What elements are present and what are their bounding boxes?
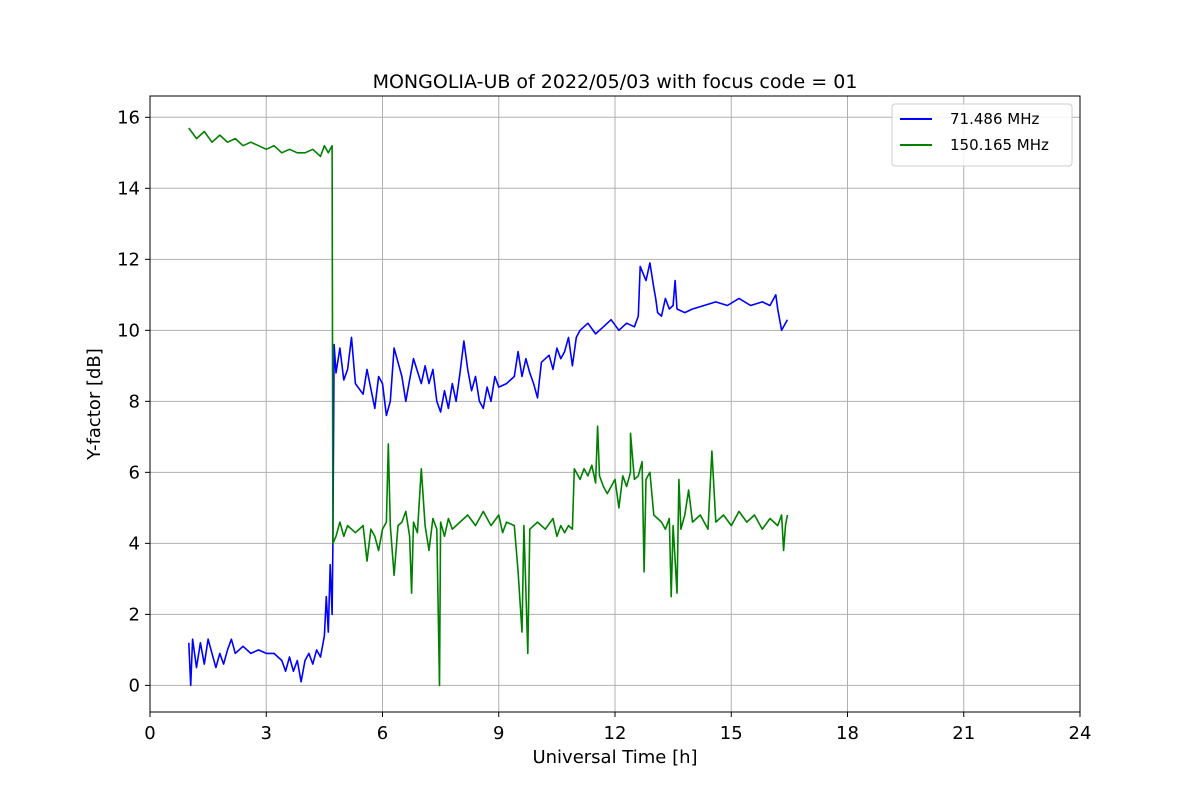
- series-layer: [188, 127, 789, 687]
- y-tick-label: 4: [129, 533, 140, 554]
- x-tick-label: 9: [493, 723, 504, 744]
- x-tick-label: 6: [377, 723, 388, 744]
- x-tick-label: 0: [144, 723, 155, 744]
- legend: 71.486 MHz 150.165 MHz: [891, 103, 1073, 167]
- x-tick-label: 18: [836, 723, 859, 744]
- y-tick-label: 16: [117, 107, 140, 128]
- y-tick-label: 0: [129, 675, 140, 696]
- x-tick-label: 3: [261, 723, 272, 744]
- x-axis-label: Universal Time [h]: [532, 747, 697, 768]
- y-tick-label: 6: [129, 462, 140, 483]
- x-axis: 0 3 6 9 12 15 18 21 24: [144, 712, 1091, 744]
- series-line-1: [188, 127, 789, 687]
- x-tick-label: 12: [604, 723, 627, 744]
- chart-title: MONGOLIA-UB of 2022/05/03 with focus cod…: [373, 71, 858, 93]
- x-tick-label: 21: [952, 723, 975, 744]
- x-tick-label: 15: [720, 723, 743, 744]
- legend-label: 71.486 MHz: [950, 110, 1039, 128]
- legend-label: 150.165 MHz: [950, 136, 1049, 154]
- legend-box: [891, 103, 1073, 167]
- y-tick-label: 2: [129, 604, 140, 625]
- y-axis: 0 2 4 6 8 10 12 14 16: [117, 107, 150, 696]
- x-tick-label: 24: [1069, 723, 1092, 744]
- y-tick-label: 8: [129, 391, 140, 412]
- y-axis-label: Y-factor [dB]: [84, 348, 105, 461]
- y-tick-label: 14: [117, 178, 140, 199]
- y-tick-label: 12: [117, 249, 140, 270]
- y-tick-label: 10: [117, 320, 140, 341]
- series-line-0: [188, 262, 789, 687]
